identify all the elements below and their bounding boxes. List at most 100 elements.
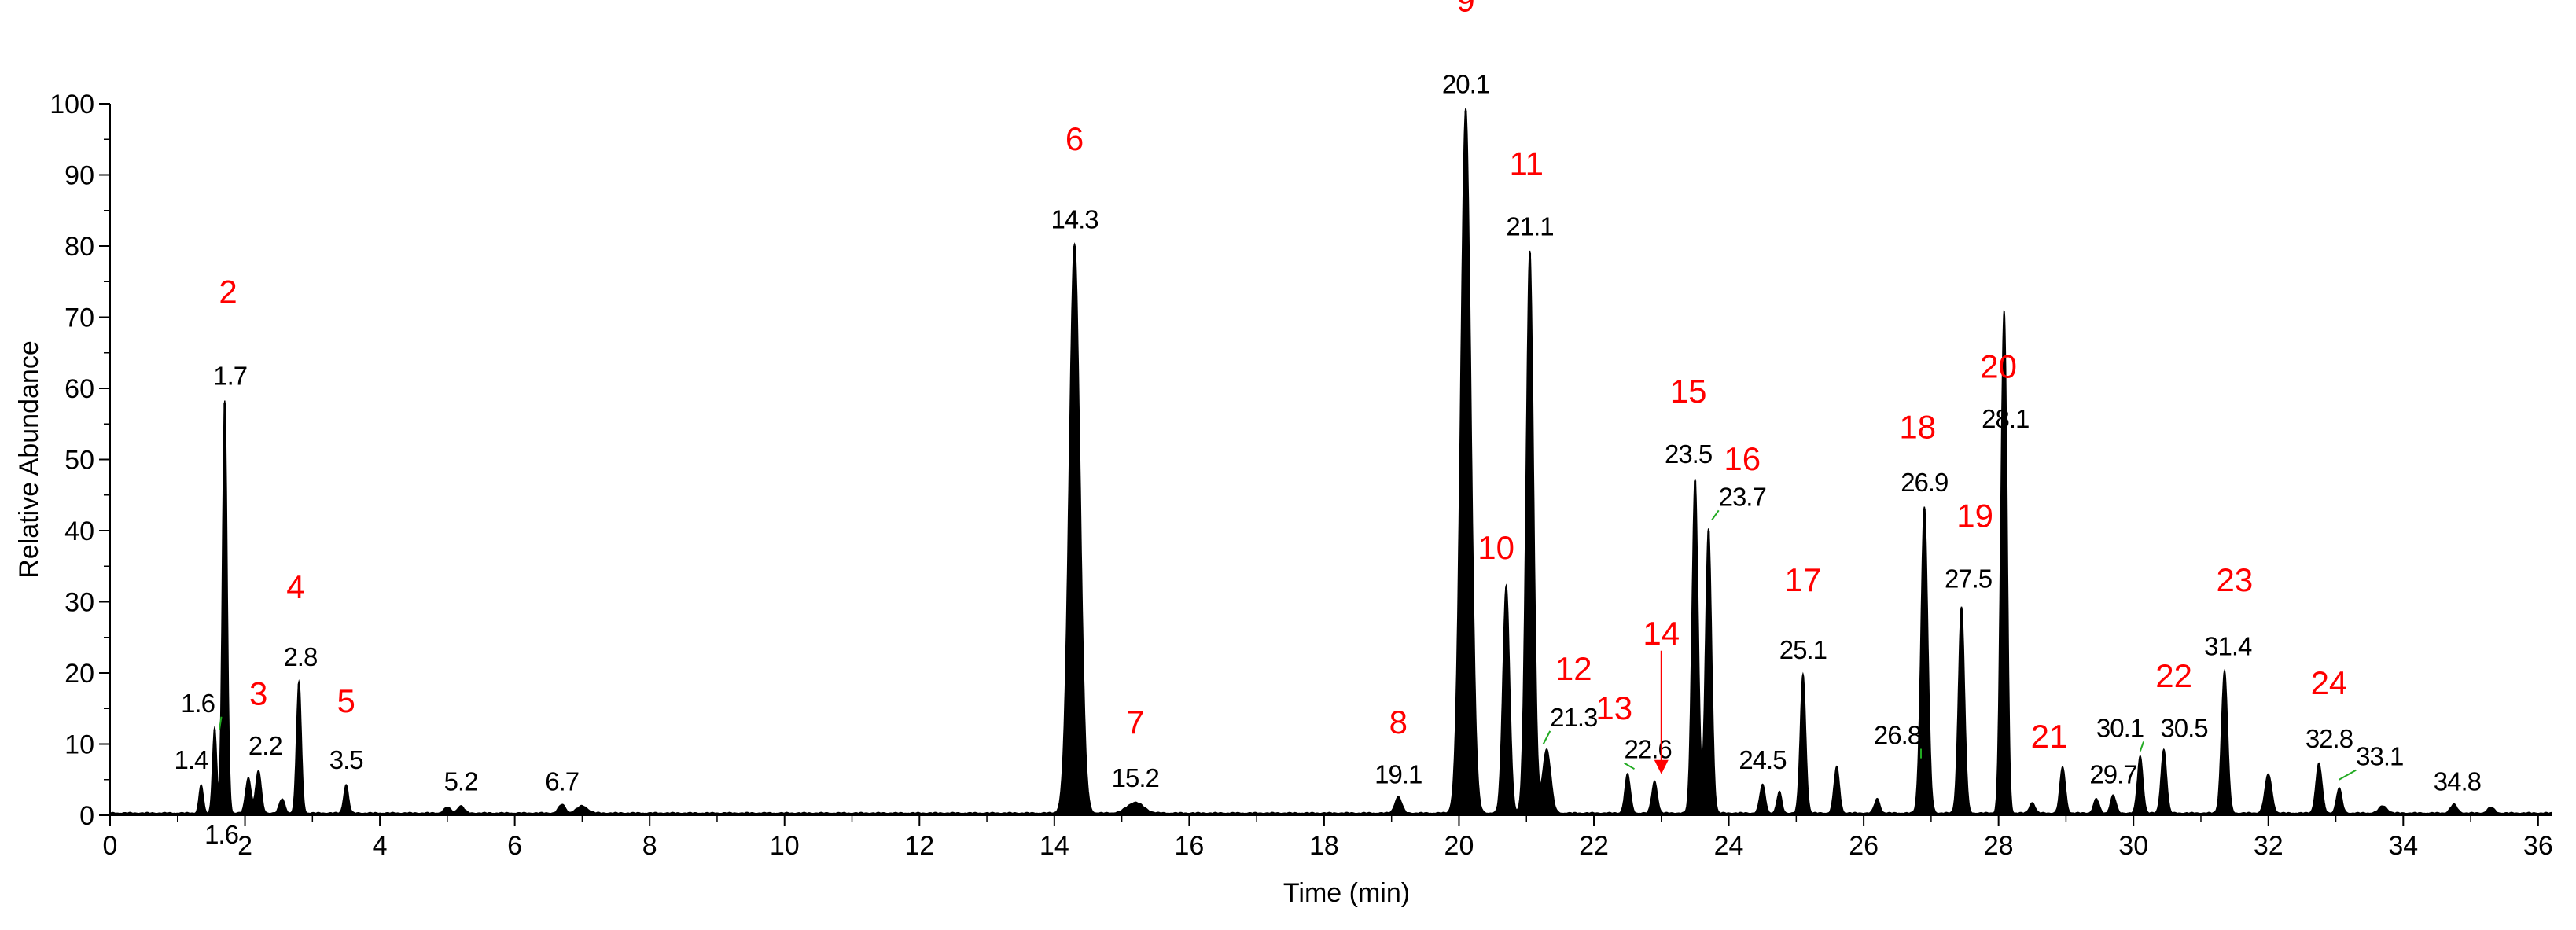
x-tick-label: 16 (1174, 831, 1204, 861)
leader-line (218, 716, 223, 730)
rt-label: 23.7 (1719, 482, 1766, 511)
y-axis-title: Relative Abundance (14, 340, 44, 578)
y-tick-label: 50 (64, 446, 94, 476)
peak-number: 14 (1643, 615, 1680, 652)
rt-label: 25.1 (1779, 635, 1827, 664)
rt-label: 23.5 (1665, 439, 1712, 469)
peak-number: 15 (1670, 373, 1707, 410)
x-tick-label: 32 (2254, 831, 2283, 861)
rt-label: 5.2 (444, 766, 478, 796)
peak-number: 18 (1899, 408, 1936, 445)
x-tick-label: 2 (237, 831, 252, 861)
peak-number: 11 (1509, 145, 1544, 182)
rt-label: 33.1 (2356, 742, 2403, 771)
rt-label: 20.1 (1442, 69, 1489, 98)
peak-number: 13 (1595, 689, 1632, 726)
peak-number: 3 (249, 675, 267, 712)
peak-number: 7 (1126, 704, 1144, 741)
peak-number: 23 (2217, 561, 2254, 598)
rt-label: 22.6 (1625, 735, 1672, 764)
rt-label: 1.6 (204, 820, 238, 849)
peak-number: 8 (1389, 704, 1408, 741)
y-tick-label: 90 (64, 161, 94, 191)
chromatogram-trace (109, 108, 2552, 816)
peak-number: 5 (337, 682, 355, 719)
rt-label: 19.1 (1374, 759, 1422, 788)
x-tick-label: 28 (1984, 831, 2014, 861)
x-tick-label: 22 (1579, 831, 1609, 861)
peak-number: 2 (219, 273, 237, 310)
axes: 0 2 4 6 8 10 12 14 16 18 20 22 24 26 28 30 32 34 360102030… (50, 90, 2552, 861)
x-axis-title: Time (min) (1283, 878, 1410, 908)
x-tick-label: 36 (2523, 831, 2553, 861)
rt-label: 1.6 (181, 689, 215, 718)
y-tick-label: 30 (64, 588, 94, 618)
y-tick-label: 60 (64, 374, 94, 404)
x-tick-label: 12 (904, 831, 934, 861)
peak-number: 20 (1980, 347, 2017, 384)
x-tick-label: 20 (1444, 831, 1474, 861)
y-tick-label: 10 (64, 730, 94, 760)
x-tick-label: 4 (373, 831, 388, 861)
leader-line (1624, 762, 1635, 770)
rt-label: 32.8 (2306, 724, 2353, 753)
leader-lines (218, 509, 2357, 781)
chromatogram-line (109, 108, 2552, 816)
rt-label: 21.3 (1550, 703, 1597, 732)
rt-label: 2.2 (248, 731, 282, 760)
peak-number: 4 (286, 568, 304, 605)
y-tick-label: 0 (79, 801, 94, 831)
rt-label: 27.5 (1945, 564, 1992, 593)
retention-time-labels: 1.4 1.6 1.6 1.7 2.2 2.8 3.5 5.2 6.7 14.3 15.2 19.1 2… (174, 69, 2482, 849)
rt-label: 6.7 (545, 766, 579, 796)
rt-label: 14.3 (1051, 204, 1098, 233)
x-tick-label: 14 (1040, 831, 1069, 861)
x-tick-label: 24 (1714, 831, 1744, 861)
leader-line (2339, 769, 2357, 781)
x-tick-label: 10 (770, 831, 800, 861)
x-tick-label: 30 (2118, 831, 2148, 861)
rt-label: 1.7 (213, 361, 247, 390)
peak-number: 10 (1478, 529, 1514, 566)
y-tick-label: 40 (64, 516, 94, 546)
peak-arrow-head (1654, 759, 1669, 774)
rt-label: 28.1 (1982, 404, 2029, 433)
x-tick-label: 18 (1309, 831, 1339, 861)
rt-label: 29.7 (2089, 759, 2136, 788)
rt-label: 1.4 (174, 745, 208, 774)
rt-label: 34.8 (2434, 766, 2481, 796)
rt-label: 30.1 (2096, 713, 2144, 742)
peak-number: 24 (2311, 664, 2348, 701)
x-tick-label: 34 (2388, 831, 2418, 861)
leader-line (1542, 730, 1551, 744)
y-tick-label: 20 (64, 659, 94, 689)
rt-label: 21.1 (1506, 211, 1553, 241)
leader-line (2139, 741, 2144, 752)
peak-number: 22 (2155, 657, 2192, 694)
x-tick-label: 6 (507, 831, 522, 861)
x-tick-label: 8 (642, 831, 657, 861)
rt-label: 26.8 (1874, 721, 1921, 750)
y-tick-label: 70 (64, 303, 94, 333)
x-tick-label: 26 (1849, 831, 1879, 861)
peak-number-labels: 23456789101112131415161718192021222324 (219, 0, 2347, 774)
peak-number: 12 (1555, 650, 1592, 687)
rt-label: 2.8 (283, 642, 317, 671)
rt-label: 31.4 (2204, 631, 2252, 660)
rt-label: 15.2 (1112, 763, 1159, 792)
y-tick-label: 80 (64, 232, 94, 262)
rt-label: 26.9 (1901, 468, 1948, 497)
x-tick-label: 0 (103, 831, 118, 861)
peak-number: 6 (1065, 120, 1084, 157)
peak-number: 9 (1456, 0, 1474, 18)
y-tick-label: 100 (50, 90, 94, 119)
peak-number: 17 (1785, 561, 1822, 598)
rt-label: 3.5 (329, 745, 363, 774)
peak-number: 16 (1724, 440, 1761, 477)
leader-line (1711, 509, 1720, 521)
rt-label: 30.5 (2160, 713, 2207, 742)
rt-label: 24.5 (1739, 745, 1786, 774)
peak-number: 21 (2031, 718, 2068, 755)
peak-number: 19 (1956, 497, 1993, 534)
